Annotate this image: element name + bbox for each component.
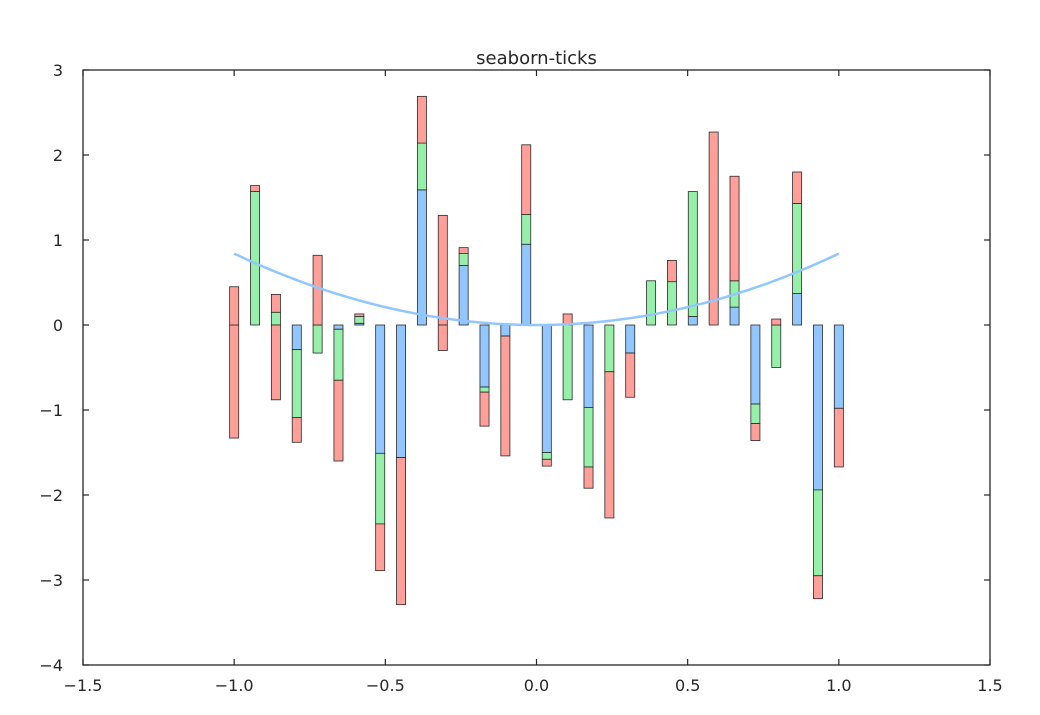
bar-segment-red: [312, 254, 323, 326]
bar-segment-green: [333, 328, 344, 381]
bar-segment-red: [354, 313, 365, 317]
bar-segment-red: [625, 352, 636, 398]
bar-segment-green: [667, 281, 677, 326]
bar-segment-blue: [813, 324, 823, 491]
bar-segment-red: [604, 371, 615, 519]
bar-segment-blue: [375, 324, 386, 454]
y-tick-label: −4: [39, 656, 63, 675]
bar-segment-blue: [458, 265, 469, 326]
bar-segment-blue: [396, 324, 406, 459]
bar-segment-red: [479, 391, 490, 427]
bar-segment-red: [583, 466, 594, 489]
bar-segment-red: [521, 144, 532, 215]
bar-segment-red: [500, 335, 511, 457]
bar-segment-red: [458, 247, 469, 254]
bar-segment-red: [750, 423, 761, 442]
bar-segment-green: [646, 280, 657, 326]
bar-segment-green: [687, 191, 698, 317]
x-tick-label: 1.0: [826, 676, 851, 695]
bar-segment-red: [416, 95, 427, 144]
bar-segment-blue: [416, 189, 427, 326]
bar-segment-green: [312, 324, 323, 354]
y-tick-label: 2: [53, 146, 63, 165]
bar-segment-blue: [479, 324, 490, 388]
line-layer: [233, 252, 840, 327]
bar-segment-green: [562, 324, 573, 401]
bar-segment-red: [667, 259, 677, 283]
bar-segment-red: [333, 379, 344, 462]
y-tick-label: 0: [53, 316, 63, 335]
bar-segment-blue: [729, 306, 740, 326]
bar-segment-red: [729, 175, 740, 282]
bar-segment-green: [250, 191, 260, 326]
bar-segment-green: [604, 324, 615, 373]
bar-segment-green: [750, 403, 761, 424]
bar-segment-green: [541, 452, 552, 460]
y-tick-label: 1: [53, 231, 63, 250]
bar-segment-green: [375, 452, 386, 525]
plot-frame: [82, 69, 991, 666]
x-tick-label: −0.5: [366, 676, 405, 695]
bar-segment-green: [291, 349, 302, 419]
bar-segment-red: [541, 458, 552, 467]
bar-segment-red: [229, 286, 240, 326]
bar-segment-red: [396, 457, 406, 606]
bar-segment-red: [270, 324, 281, 401]
bar-segment-green: [458, 253, 469, 266]
x-tick-label: 0.5: [675, 676, 700, 695]
bar-segment-red: [771, 318, 782, 326]
x-tick-label: 1.5: [977, 676, 1002, 695]
bar-segment-green: [813, 489, 823, 577]
y-tick-label: −1: [39, 401, 63, 420]
bar-segment-green: [416, 142, 427, 191]
y-tick-label: −3: [39, 571, 63, 590]
bar-segment-blue: [750, 324, 761, 405]
x-tick-label: −1.0: [215, 676, 254, 695]
bar-segment-red: [291, 417, 302, 443]
bar-segment-red: [250, 185, 260, 192]
bar-segment-blue: [833, 324, 844, 409]
bar-segment-blue: [333, 324, 344, 330]
bar-segment-red: [437, 214, 448, 326]
bar-segment-blue: [521, 243, 532, 326]
bar-segment-blue: [687, 316, 698, 326]
bar-segment-red: [833, 407, 844, 468]
bar-segment-blue: [500, 324, 511, 337]
x-tick-label: 0.0: [524, 676, 549, 695]
bar-segment-green: [479, 386, 490, 393]
bar-segment-green: [270, 311, 281, 326]
trend-line: [233, 252, 840, 327]
y-tick-label: −2: [39, 486, 63, 505]
y-tick-label: 3: [53, 61, 63, 80]
bar-segment-blue: [792, 293, 803, 326]
bar-segment-red: [270, 293, 281, 313]
bar-segment-green: [354, 316, 365, 324]
bar-segment-green: [771, 324, 782, 368]
bar-segment-red: [813, 575, 823, 600]
chart-title: seaborn-ticks: [476, 48, 597, 69]
axes: −1.5 −1.0 −0.5 0.0 0.5 1.0 1.5 3 2 1 0 −1 −2 −3 −4: [39, 61, 1002, 695]
bar-segment-red: [375, 523, 386, 572]
bar-segment-green: [583, 407, 594, 468]
bar-segment-blue: [291, 324, 302, 351]
bar-segment-red: [229, 324, 240, 439]
bar-segment-green: [521, 214, 532, 245]
bar-segment-red: [437, 324, 448, 351]
bar-segment-blue: [625, 324, 636, 354]
bar-segment-blue: [583, 324, 594, 408]
bar-segment-red: [708, 131, 719, 326]
bar-layer: [229, 95, 844, 606]
bar-segment-green: [792, 203, 803, 294]
bar-segment-red: [792, 171, 803, 204]
bar-segment-blue: [541, 324, 552, 453]
x-tick-label: −1.5: [64, 676, 103, 695]
